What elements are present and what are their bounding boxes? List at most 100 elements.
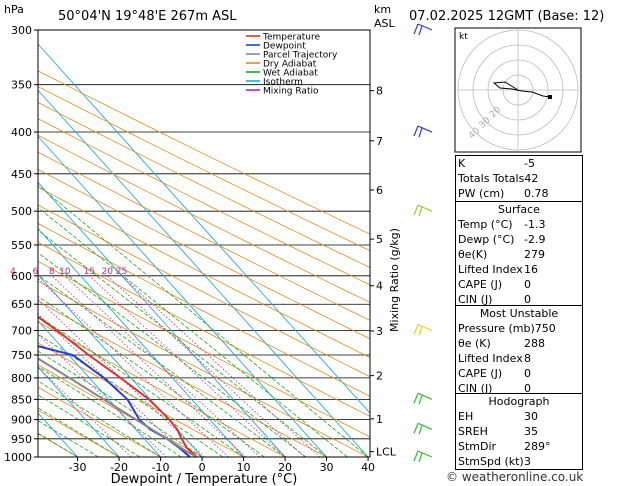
pressure-unit: hPa [4,3,24,16]
legend-entry: Wet Adiabat [263,69,318,79]
row-label: Lifted Index [458,352,523,365]
row-value: 16 [524,263,538,276]
table-row: PW (cm) 0.78 [456,186,582,201]
temperature-tick-label: 0 [199,461,206,474]
row-value: 42 [524,172,539,185]
row-label: Lifted Index [458,263,523,276]
mixing-ratio-line [89,275,286,457]
table-row: Dewp (°C) -2.9 [456,232,582,247]
row-label: Dewp (°C) [458,233,515,246]
table-row: Lifted Index 16 [456,262,582,277]
row-label: θe (K) [458,337,491,350]
wind-barb-staff [417,422,433,430]
wind-barb-staff [417,204,433,212]
wind-barb-flag [413,450,419,462]
isotherm-line [38,227,244,457]
row-value: 30 [524,410,538,423]
isotherm-line [38,320,161,457]
mixing-ratio-label: 15 [84,267,95,277]
temperature-tick-label: 30 [320,461,334,474]
run-title: 07.02.2025 12GMT (Base: 12) [409,9,604,24]
table-row: CIN (J) 0 [456,381,582,396]
table-row: CIN (J) 0 [456,292,582,307]
pressure-tick-label: 550 [11,239,32,252]
most-unstable-box: Most Unstable Pressure (mb) 750 θe (K) 288 L… [455,305,583,397]
most-unstable-title: Most Unstable [479,307,559,320]
series-parcel-trajectory [38,357,198,457]
indices-box: K -5 Totals Totals 42 PW (cm) 0.78 [455,155,583,202]
row-value: -1.3 [524,218,546,231]
table-row: Lifted Index 8 [456,351,582,366]
pressure-tick-label: 700 [11,325,32,338]
row-value: 279 [524,248,545,261]
dry-adiabat-line [38,300,327,457]
wind-barb-flag [418,206,423,217]
series-temperature [38,315,198,457]
pressure-tick-label: 450 [11,168,32,181]
row-label: Temp (°C) [458,218,513,231]
surface-title: Surface [498,203,540,216]
row-label: PW (cm) [458,187,505,200]
wind-barb [413,323,433,336]
table-row: Pressure (mb) 750 [456,321,582,336]
wind-barb-flag [418,425,423,435]
credit: © weatheronline.co.uk [446,470,584,484]
wet-adiabat-line [38,274,286,457]
wind-barb [413,392,433,405]
wind-barb [413,204,433,217]
isotherm-line [38,181,286,457]
temperature-tick-label: -10 [152,461,170,474]
row-value: 288 [524,337,545,350]
surface-box: Surface Temp (°C) -1.3 Dewp (°C) -2.9 θe(K) 2… [455,201,583,308]
row-value: 0 [524,367,531,380]
wind-barb-staff [417,23,433,31]
isotherm-line [38,135,327,457]
row-label: EH [458,410,474,423]
height-tick-label: 3 [376,325,383,338]
height-tick-label: 2 [376,370,383,383]
wind-barb [413,125,433,138]
dry-adiabat-line [38,386,161,457]
mixing-ratio-line [38,277,229,457]
row-label: SREH [458,425,488,438]
wind-barb [413,23,433,36]
temperature-tick-label: 40 [361,461,375,474]
row-label: Pressure (mb) [458,322,535,335]
wind-barb-flag [418,25,423,36]
dry-adiabat-line [38,364,203,457]
mixing-ratio-line [107,275,305,457]
temperature-tick-label: 10 [237,461,251,474]
row-label: CAPE (J) [458,278,503,291]
wet-adiabat-line [38,184,369,457]
location-title: 50°04'N 19°48'E 267m ASL [58,9,237,24]
row-value: -5 [524,157,535,170]
wind-barb-flag [413,393,419,404]
row-value: -2.9 [524,233,546,246]
pressure-tick-label: 800 [11,372,32,385]
legend-entry: Isotherm [263,78,303,88]
wet-adiabat-line [38,229,327,457]
pressure-tick-label: 950 [11,433,32,446]
wet-adiabat-line [38,252,307,457]
row-label: θe(K) [458,248,488,261]
x-axis-label: Dewpoint / Temperature (°C) [111,472,298,486]
pressure-tick-label: 350 [11,79,32,92]
mixing-ratio-label: 6 [33,267,39,277]
dry-adiabat-line [38,409,120,457]
mixing-ratio-line [51,275,246,457]
pressure-tick-label: 900 [11,414,32,427]
mixing-ratio-line [64,275,260,457]
table-row: CAPE (J) 0 [456,366,582,381]
isotherm-line [38,274,203,457]
dry-adiabat-line [38,70,370,235]
row-value: 0 [524,278,531,291]
row-value: 8 [524,352,531,365]
wind-barb-flag [413,125,419,137]
pressure-tick-label: 500 [11,205,32,218]
row-value: 0 [524,293,531,306]
wind-barb-flag [413,23,419,35]
temperature-tick-label: -30 [69,461,87,474]
row-value: 750 [534,322,556,335]
isotherm-line [38,89,369,457]
